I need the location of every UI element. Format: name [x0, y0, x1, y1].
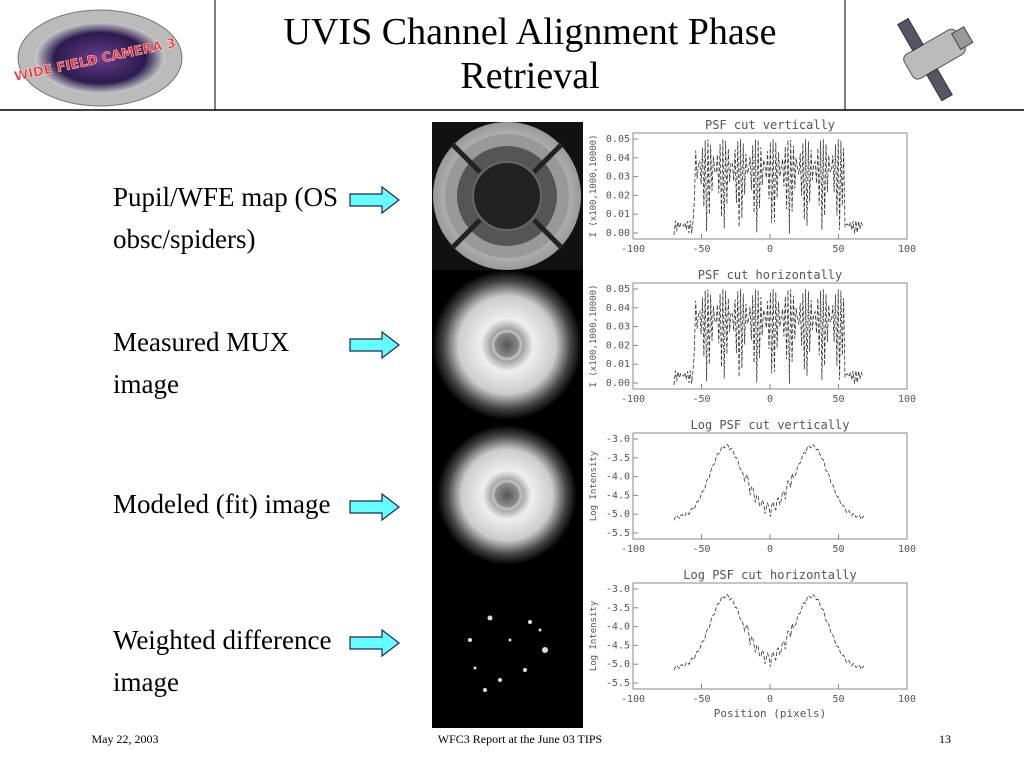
x-tick-label: 50 [832, 544, 844, 555]
arrow [349, 330, 400, 360]
row-label: Weighted difference image [113, 625, 331, 697]
pupil-image [432, 122, 583, 270]
x-tick-label: -100 [621, 694, 645, 705]
x-tick-label: -50 [692, 394, 710, 405]
y-tick-label: -3.0 [606, 434, 630, 445]
row-label: Measured MUX image [113, 327, 290, 399]
plot-title: Log PSF cut horizontally [683, 568, 856, 582]
plot-frame [632, 132, 908, 240]
y-tick-label: 0.04 [606, 303, 630, 314]
row-label: Modeled (fit) image [113, 489, 330, 519]
y-tick-label: -3.0 [606, 584, 630, 595]
curve [673, 138, 865, 236]
y-axis-label: Log Intensity [589, 600, 599, 671]
x-tick-label: -50 [692, 544, 710, 555]
y-tick-label: 0.04 [606, 153, 630, 164]
y-tick-label: 0.05 [606, 134, 630, 145]
y-tick-label: 0.00 [606, 228, 630, 239]
arrow [349, 628, 400, 658]
x-tick-label: 0 [767, 544, 773, 555]
y-tick-label: 0.05 [606, 284, 630, 295]
y-tick-label: -5.5 [606, 528, 630, 539]
y-tick-label: -5.0 [606, 509, 630, 520]
y-tick-label: -4.0 [606, 472, 630, 483]
x-tick-label: 100 [898, 544, 916, 555]
x-axis-label: Position (pixels) [714, 707, 827, 720]
row-label: Pupil/WFE map (OS obsc/spiders) [113, 182, 338, 254]
arrow [349, 492, 400, 522]
plot-title: PSF cut vertically [705, 118, 835, 132]
y-tick-label: -4.5 [606, 640, 630, 651]
difference-image [468, 615, 548, 692]
plot-frame [632, 282, 908, 390]
y-tick-label: -4.0 [606, 622, 630, 633]
curve [673, 593, 865, 671]
slide-title: UVIS Channel Alignment Phase Retrieval [284, 11, 777, 97]
plot-frame [632, 432, 908, 540]
x-tick-label: 50 [832, 244, 844, 255]
footer-date: May 22, 2003 [92, 732, 159, 746]
arrow [349, 185, 400, 215]
y-tick-label: -4.5 [606, 490, 630, 501]
x-tick-label: 0 [767, 394, 773, 405]
curve [673, 443, 865, 521]
x-tick-label: 0 [767, 694, 773, 705]
y-tick-label: 0.00 [606, 378, 630, 389]
hubble-icon [897, 17, 974, 102]
x-tick-label: -100 [621, 544, 645, 555]
plot-frame [632, 582, 908, 690]
plots: PSF cut vertically I (x100,1000,10000) 0.0… [589, 118, 916, 720]
x-tick-label: 50 [832, 394, 844, 405]
x-tick-label: 100 [898, 394, 916, 405]
logo: WIDE FIELD CAMERA 3 [13, 9, 183, 107]
x-tick-label: -50 [692, 694, 710, 705]
x-tick-label: -50 [692, 244, 710, 255]
measured-image [432, 270, 582, 420]
curve [673, 288, 865, 386]
labels: Pupil/WFE map (OS obsc/spiders) Measured M… [113, 182, 400, 697]
image-column [432, 122, 583, 728]
y-tick-label: 0.01 [606, 359, 630, 370]
y-tick-label: -3.5 [606, 453, 630, 464]
plot-title: Log PSF cut vertically [691, 418, 850, 432]
x-tick-label: 100 [898, 244, 916, 255]
x-tick-label: 0 [767, 244, 773, 255]
x-tick-label: 100 [898, 694, 916, 705]
x-tick-label: 50 [832, 694, 844, 705]
x-tick-label: -100 [621, 394, 645, 405]
y-axis-label: Log Intensity [589, 450, 599, 521]
footer-center: WFC3 Report at the June 03 TIPS [438, 732, 602, 746]
y-tick-label: 0.03 [606, 172, 630, 183]
modeled-image [437, 425, 577, 565]
y-tick-label: -3.5 [606, 603, 630, 614]
y-tick-label: 0.03 [606, 322, 630, 333]
plot-title: PSF cut horizontally [698, 268, 843, 282]
footer-page: 13 [939, 732, 951, 746]
y-tick-label: -5.0 [606, 659, 630, 670]
y-axis-label: I (x100,1000,10000) [589, 135, 599, 238]
y-tick-label: -5.5 [606, 678, 630, 689]
x-tick-label: -100 [621, 244, 645, 255]
y-tick-label: 0.02 [606, 340, 630, 351]
y-tick-label: 0.02 [606, 190, 630, 201]
y-tick-label: 0.01 [606, 209, 630, 220]
y-axis-label: I (x100,1000,10000) [589, 285, 599, 388]
